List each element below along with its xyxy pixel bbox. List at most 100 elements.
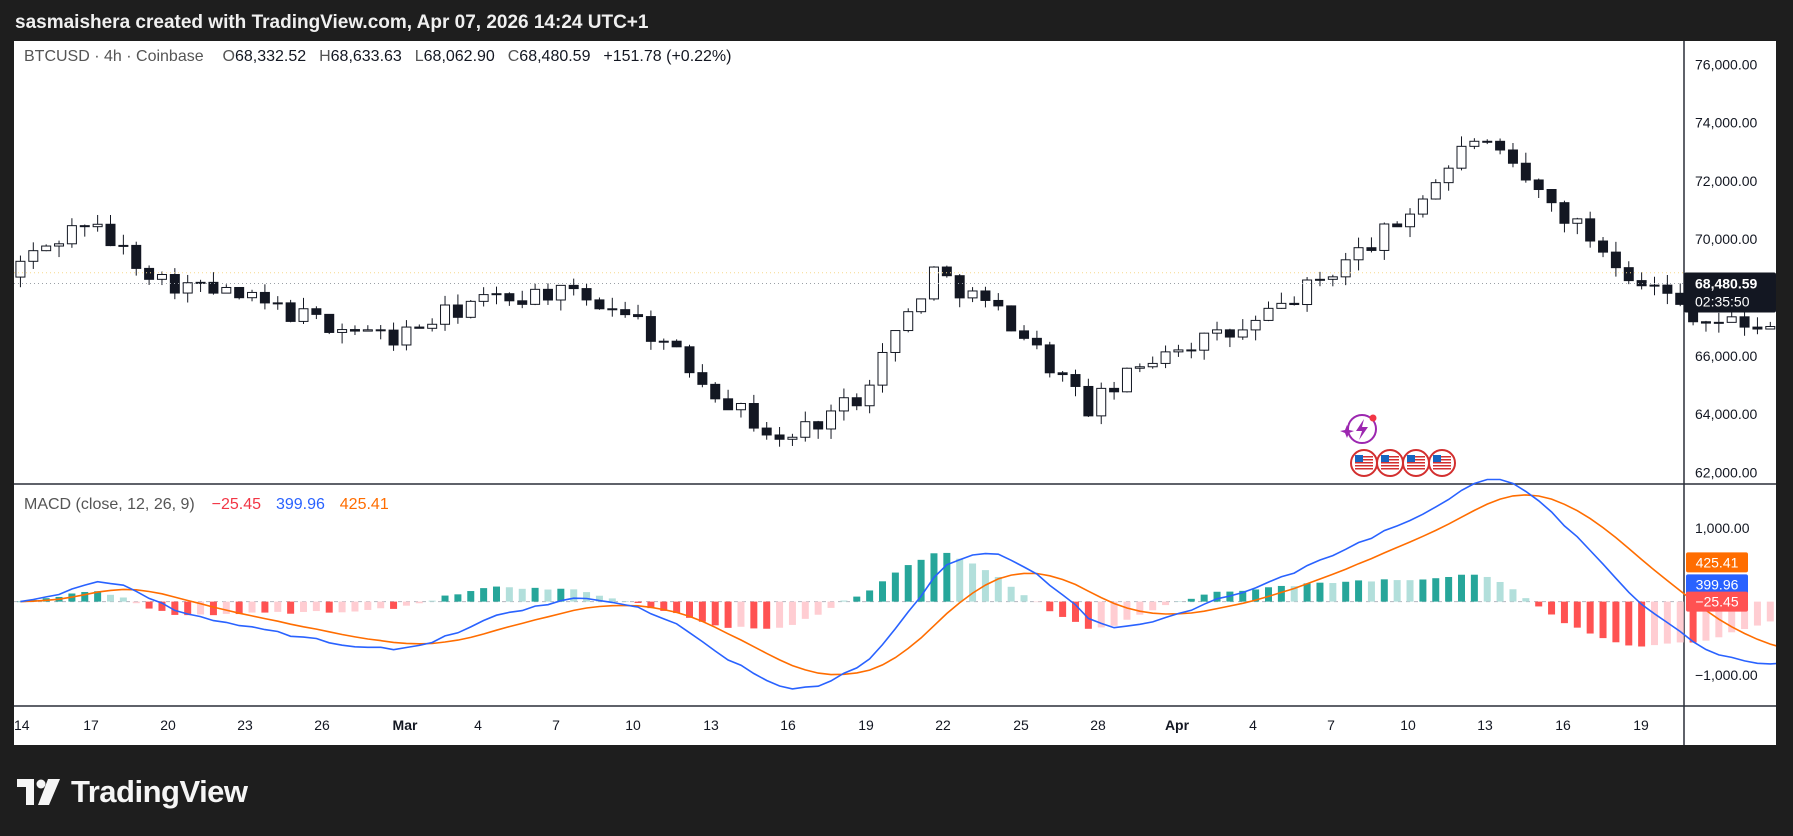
us-flag-icon[interactable] [1376,449,1404,477]
candle[interactable] [1610,241,1621,277]
candle[interactable] [1276,292,1287,309]
candle[interactable] [131,241,142,276]
candle[interactable] [1096,382,1107,425]
us-flag-icon[interactable] [1402,449,1430,477]
candle[interactable] [1405,208,1416,238]
macd-name[interactable]: MACD (close, 12, 26, 9) [24,496,195,513]
candle[interactable] [1353,237,1364,271]
tradingview-logo[interactable]: TradingView [17,774,248,810]
candle[interactable] [452,294,463,324]
candle[interactable] [1430,179,1441,200]
candle[interactable] [285,299,296,323]
candle[interactable] [967,287,978,303]
candle[interactable] [1263,301,1274,322]
candle[interactable] [221,284,232,294]
candle[interactable] [980,286,991,308]
chart-canvas[interactable]: 62,000.0064,000.0066,000.0068,000.0070,0… [14,41,1776,745]
candle[interactable] [298,297,309,325]
candle[interactable] [195,279,206,292]
candle[interactable] [787,433,798,446]
lightning-event-icon[interactable] [1340,414,1377,444]
candle[interactable] [375,325,386,340]
candle[interactable] [697,364,708,388]
candle[interactable] [41,244,52,252]
candle[interactable] [1636,272,1647,290]
candle[interactable] [890,330,901,362]
candle[interactable] [1752,317,1763,335]
candle[interactable] [1507,143,1518,168]
candle[interactable] [993,293,1004,311]
candle[interactable] [1649,276,1660,296]
candle[interactable] [864,379,875,414]
candle[interactable] [1379,222,1390,260]
candle[interactable] [1147,356,1158,369]
candle[interactable] [272,296,283,310]
candle[interactable] [1019,325,1030,341]
candle[interactable] [1700,320,1711,332]
candle[interactable] [311,306,322,320]
candle[interactable] [1327,274,1338,287]
candle[interactable] [1250,315,1261,341]
candle[interactable] [633,304,644,320]
candle[interactable] [156,271,167,286]
candle[interactable] [1160,345,1171,369]
candle[interactable] [555,284,566,311]
candle[interactable] [79,224,90,237]
candle[interactable] [1713,312,1724,333]
candle[interactable] [1469,138,1480,150]
candle[interactable] [491,286,502,305]
candle[interactable] [568,278,579,296]
candle[interactable] [954,274,965,308]
candle[interactable] [1199,332,1210,360]
candle[interactable] [1456,136,1467,171]
candle[interactable] [748,394,759,432]
us-flag-icon[interactable] [1428,449,1456,477]
candle[interactable] [388,322,399,351]
candle[interactable] [118,234,129,255]
candle[interactable] [1314,271,1325,287]
candle[interactable] [723,389,734,411]
candle[interactable] [465,299,476,319]
candle[interactable] [66,218,77,248]
candle[interactable] [826,404,837,439]
time-axis[interactable]: 14 17 20 23 26 Mar 4 7 10 13 16 19 22 25 28 Apr 4 7 10 13 16… [14,717,1649,733]
candle[interactable] [1237,319,1248,340]
candle[interactable] [1482,139,1493,145]
candle[interactable] [1083,378,1094,418]
candle[interactable] [504,292,515,306]
candle[interactable] [800,411,811,442]
candle[interactable] [1134,363,1145,373]
candle[interactable] [1598,237,1609,258]
candle[interactable] [813,420,824,439]
candle[interactable] [1623,261,1634,285]
candle[interactable] [658,338,669,350]
candle[interactable] [1057,370,1068,382]
candle[interactable] [684,344,695,378]
candle[interactable] [594,297,605,310]
candle[interactable] [542,283,553,305]
us-flag-icon[interactable] [1350,449,1378,477]
candle[interactable] [761,421,772,440]
candle[interactable] [620,301,631,318]
candle[interactable] [941,265,952,278]
candle[interactable] [1559,200,1570,233]
candle[interactable] [1765,321,1776,330]
candle[interactable] [1340,252,1351,286]
candle[interactable] [1302,277,1313,312]
candle[interactable] [1186,342,1197,359]
candle[interactable] [362,325,373,332]
candle[interactable] [1533,178,1544,199]
candle[interactable] [1443,165,1454,191]
candle[interactable] [1662,275,1673,305]
candle[interactable] [903,308,914,333]
candle[interactable] [735,402,746,418]
candle[interactable] [1224,328,1235,348]
candle[interactable] [247,289,258,302]
candle[interactable] [208,272,219,295]
candle[interactable] [1031,330,1042,350]
candle[interactable] [1070,369,1081,397]
candle[interactable] [234,286,245,300]
candle[interactable] [1495,138,1506,155]
candle[interactable] [774,426,785,447]
candle[interactable] [182,274,193,303]
